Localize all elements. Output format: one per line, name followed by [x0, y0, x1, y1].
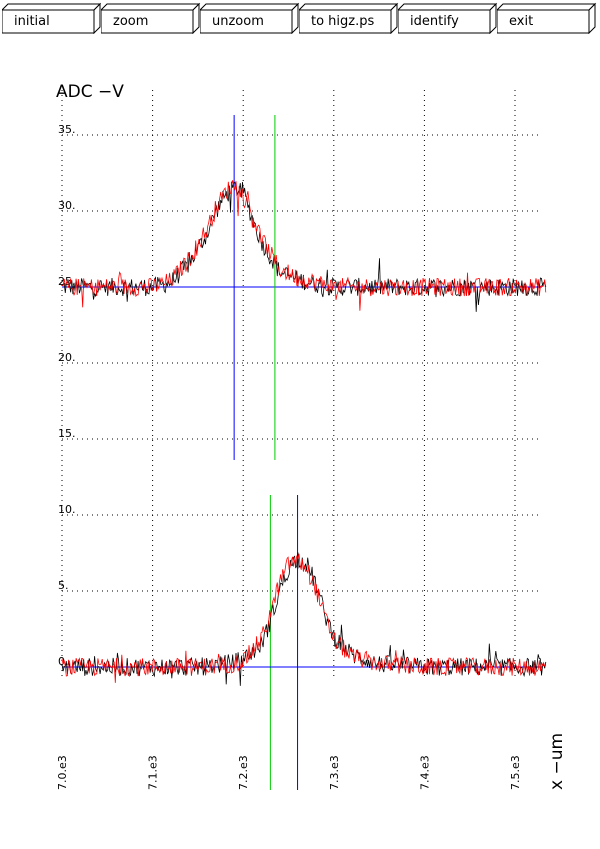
- identify-button[interactable]: identify: [398, 2, 498, 34]
- black-series-line: [61, 552, 547, 686]
- zoom-button[interactable]: zoom: [101, 2, 201, 34]
- x-tick-label: 7.1.e3: [147, 755, 160, 790]
- unzoom-button-label: unzoom: [212, 14, 264, 29]
- y-tick-label: 0.: [58, 655, 69, 668]
- y-tick-label: 30.: [58, 199, 76, 212]
- x-tick-label: 7.0.e3: [56, 755, 69, 790]
- button-frame: [101, 2, 201, 34]
- zoom-button-label: zoom: [113, 14, 149, 29]
- exit-button-label: exit: [509, 14, 534, 29]
- red-series-line: [61, 180, 547, 311]
- y-axis-label: ADC −V: [56, 82, 124, 102]
- x-tick-label: 7.3.e3: [328, 755, 341, 790]
- y-tick-label: 20.: [58, 351, 76, 364]
- button-frame: [299, 2, 399, 34]
- y-tick-label: 5.: [58, 579, 69, 592]
- initial-button-label: initial: [14, 14, 50, 29]
- x-tick-label: 7.4.e3: [418, 755, 431, 790]
- toolbar: initial zoom unzoom to higz.ps identify …: [0, 0, 600, 36]
- x-tick-label: 7.2.e3: [237, 755, 250, 790]
- to-higz-ps-button[interactable]: to higz.ps: [299, 2, 399, 34]
- exit-button[interactable]: exit: [497, 2, 597, 34]
- button-frame: [2, 2, 102, 34]
- unzoom-button[interactable]: unzoom: [200, 2, 300, 34]
- x-tick-label: 7.5.e3: [509, 755, 522, 790]
- red-series-line: [61, 553, 547, 683]
- y-tick-label: 35.: [58, 123, 76, 136]
- button-frame: [398, 2, 498, 34]
- x-axis-label: x −um: [547, 733, 567, 790]
- button-frame: [497, 2, 597, 34]
- identify-button-label: identify: [410, 14, 459, 29]
- initial-button[interactable]: initial: [2, 2, 102, 34]
- to-higz-ps-button-label: to higz.ps: [311, 14, 375, 29]
- button-frame: [200, 2, 300, 34]
- y-tick-label: 15.: [58, 427, 76, 440]
- y-tick-label: 10.: [58, 503, 76, 516]
